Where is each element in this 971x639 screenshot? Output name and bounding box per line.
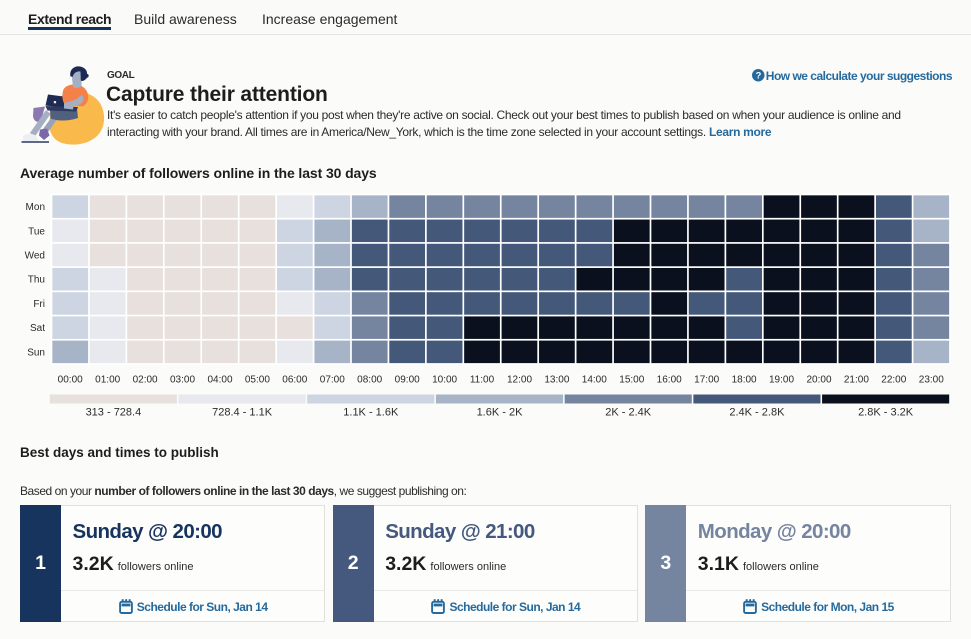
svg-text:03:00: 03:00 — [170, 375, 195, 386]
svg-text:15:00: 15:00 — [619, 375, 644, 386]
svg-text:?: ? — [756, 70, 762, 80]
svg-text:04:00: 04:00 — [207, 375, 232, 386]
svg-text:22:00: 22:00 — [881, 375, 906, 386]
svg-text:13:00: 13:00 — [544, 375, 569, 386]
svg-text:Wed: Wed — [25, 251, 45, 262]
svg-text:313 - 728.4: 313 - 728.4 — [86, 407, 142, 419]
svg-text:08:00: 08:00 — [357, 375, 382, 386]
svg-text:Tue: Tue — [28, 226, 45, 237]
svg-text:19:00: 19:00 — [769, 375, 794, 386]
svg-text:09:00: 09:00 — [395, 375, 420, 386]
svg-text:01:00: 01:00 — [95, 375, 120, 386]
svg-text:Mon: Mon — [26, 202, 45, 213]
svg-text:1.6K - 2K: 1.6K - 2K — [477, 407, 524, 419]
svg-text:00:00: 00:00 — [58, 375, 83, 386]
svg-text:Fri: Fri — [33, 299, 45, 310]
svg-text:05:00: 05:00 — [245, 375, 270, 386]
svg-text:Thu: Thu — [28, 275, 45, 286]
svg-text:2.8K - 3.2K: 2.8K - 3.2K — [858, 407, 914, 419]
svg-text:23:00: 23:00 — [919, 375, 944, 386]
svg-text:10:00: 10:00 — [432, 375, 457, 386]
svg-text:Sun: Sun — [27, 347, 45, 358]
svg-text:06:00: 06:00 — [282, 375, 307, 386]
svg-text:1.1K - 1.6K: 1.1K - 1.6K — [343, 407, 399, 419]
svg-text:17:00: 17:00 — [694, 375, 719, 386]
svg-text:Sat: Sat — [30, 323, 45, 334]
svg-text:728.4 - 1.1K: 728.4 - 1.1K — [212, 407, 273, 419]
svg-text:14:00: 14:00 — [582, 375, 607, 386]
svg-text:2K - 2.4K: 2K - 2.4K — [605, 407, 652, 419]
svg-text:11:00: 11:00 — [470, 375, 495, 386]
svg-text:18:00: 18:00 — [732, 375, 757, 386]
svg-text:20:00: 20:00 — [806, 375, 831, 386]
svg-text:21:00: 21:00 — [844, 375, 869, 386]
svg-text:16:00: 16:00 — [657, 375, 682, 386]
svg-text:12:00: 12:00 — [507, 375, 532, 386]
svg-text:02:00: 02:00 — [133, 375, 158, 386]
svg-text:2.4K - 2.8K: 2.4K - 2.8K — [729, 407, 785, 419]
svg-text:07:00: 07:00 — [320, 375, 345, 386]
